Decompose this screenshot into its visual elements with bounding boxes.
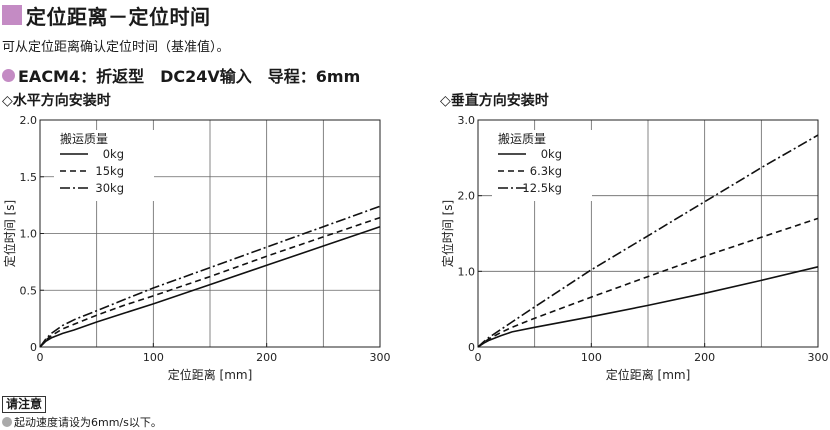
legend-title: 搬运质量	[498, 131, 546, 146]
note-label: 请注意	[2, 396, 47, 413]
bullet-dot-icon	[2, 68, 15, 82]
y-tick-label: 1.0	[20, 228, 38, 241]
legend-entry: 30kg	[95, 181, 124, 195]
y-tick-label: 0	[30, 341, 37, 354]
series-line-30kg	[39, 205, 381, 348]
title-square-icon	[2, 5, 22, 25]
series-line-15kg	[39, 216, 381, 348]
series-line-6.3kg	[477, 217, 819, 348]
y-tick-label: 1.5	[20, 171, 38, 184]
y-tick-label: 0	[468, 341, 475, 354]
series-line-0kg	[39, 225, 381, 348]
x-axis-label: 定位距离 [mm]	[606, 367, 691, 382]
y-axis-label: 定位时间 [s]	[2, 200, 17, 267]
y-tick-label: 2.0	[458, 190, 476, 203]
x-tick-label: 300	[808, 351, 829, 364]
x-tick-label: 100	[143, 351, 164, 364]
x-tick-label: 200	[694, 351, 715, 364]
page-title-row: 定位距离－定位时间	[2, 0, 211, 30]
x-axis-label: 定位距离 [mm]	[168, 367, 253, 382]
chart-vertical: 0 100 200 300 0 1.0 2.0 3.0 定位距离 [mm] 定位时间 [s] 搬运质…	[440, 114, 829, 382]
page-subtitle: 可从定位距离确认定位时间（基准值）。	[2, 40, 230, 55]
chart-title-horizontal: ◇水平方向安装时	[2, 93, 111, 109]
legend-entry: 12.5kg	[522, 181, 562, 195]
series-line-12.5kg	[477, 134, 819, 348]
note-text: 起动速度请设为6mm/s以下。	[14, 416, 162, 429]
page-title: 定位距离－定位时间	[26, 4, 211, 29]
legend-entry: 15kg	[95, 164, 124, 178]
y-tick-label: 1.0	[458, 265, 476, 278]
legend-entry: 0kg	[103, 147, 124, 161]
y-axis-label: 定位时间 [s]	[440, 200, 455, 267]
plot-frame	[477, 119, 819, 348]
legend-background	[492, 130, 592, 201]
y-tick-label: 0.5	[20, 284, 38, 297]
x-tick-label: 0	[475, 351, 482, 364]
model-heading: EACM4：折返型 DC24V输入 导程：6mm	[2, 63, 360, 87]
y-tick-label: 3.0	[458, 114, 476, 127]
y-tick-label: 2.0	[20, 114, 38, 127]
chart-title-vertical: ◇垂直方向安装时	[440, 93, 549, 109]
legend-entry: 0kg	[541, 147, 562, 161]
x-tick-label: 300	[370, 351, 391, 364]
legend-entry: 6.3kg	[530, 164, 562, 178]
x-tick-label: 100	[581, 351, 602, 364]
series-line-0kg	[477, 266, 819, 348]
x-tick-label: 200	[256, 351, 277, 364]
legend-title: 搬运质量	[60, 131, 108, 146]
model-text: EACM4：折返型 DC24V输入 导程：6mm	[18, 67, 361, 86]
chart-horizontal: 0 100 200 300 0 0.5 1.0 1.5 2.0 定位距离 [mm] 定位时间 [s]…	[2, 114, 391, 382]
note-line: 起动速度请设为6mm/s以下。	[2, 414, 162, 430]
note-dot-icon	[2, 417, 12, 427]
legend-background	[54, 130, 154, 201]
x-tick-label: 0	[37, 351, 44, 364]
